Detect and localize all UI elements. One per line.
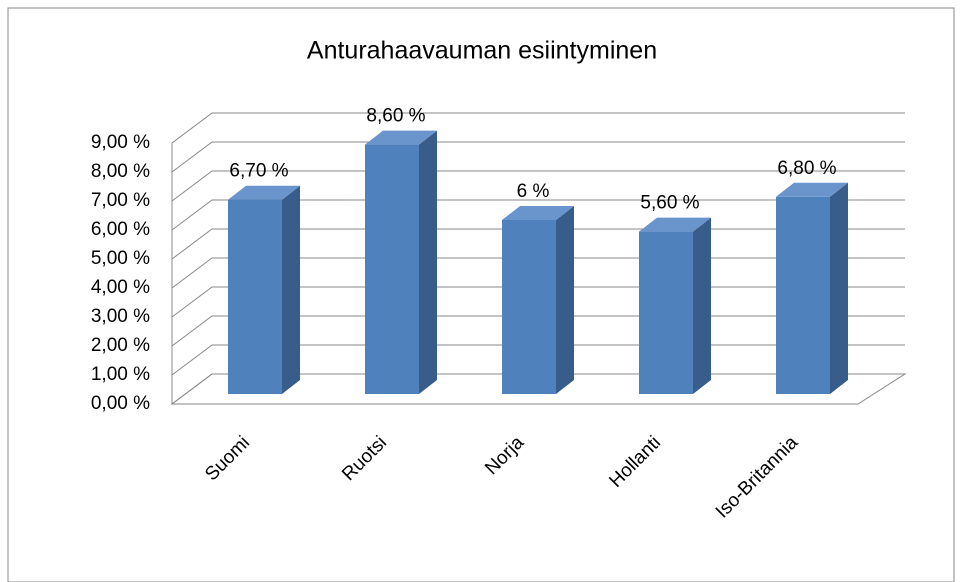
bar-side — [556, 206, 574, 394]
y-tick-label: 0,00 % — [91, 393, 150, 414]
y-tick-label: 4,00 % — [91, 277, 150, 298]
y-tick-label: 7,00 % — [91, 190, 150, 211]
bar-side — [693, 217, 711, 394]
value-label: 6,80 % — [777, 158, 836, 179]
bar-side — [419, 130, 437, 394]
bar-side — [282, 185, 300, 394]
value-label: 8,60 % — [366, 106, 425, 127]
grid-line — [171, 112, 905, 144]
grid-line — [171, 141, 905, 173]
value-label: 6 % — [517, 181, 550, 202]
grid-line — [171, 199, 905, 231]
value-label: 5,60 % — [640, 193, 699, 214]
bar-side — [830, 182, 848, 394]
bar — [365, 144, 419, 394]
y-tick-label: 9,00 % — [91, 132, 150, 153]
bar — [776, 196, 830, 394]
value-label: 6,70 % — [229, 161, 288, 182]
bar-top — [228, 185, 300, 200]
bar-top — [365, 130, 437, 145]
y-tick-label: 8,00 % — [91, 161, 150, 182]
bar-top — [639, 217, 711, 232]
y-tick-label: 1,00 % — [91, 364, 150, 385]
bar-top — [776, 182, 848, 197]
y-tick-label: 5,00 % — [91, 248, 150, 269]
bar-top — [502, 206, 574, 220]
y-tick-label: 6,00 % — [91, 219, 150, 240]
y-tick-label: 2,00 % — [91, 335, 150, 356]
chart-title: Anturahaavauman esiintyminen — [307, 37, 657, 65]
bar — [228, 199, 282, 394]
bar — [502, 220, 556, 394]
grid-line — [171, 170, 905, 202]
y-tick-label: 3,00 % — [91, 306, 150, 327]
bar — [639, 231, 693, 394]
